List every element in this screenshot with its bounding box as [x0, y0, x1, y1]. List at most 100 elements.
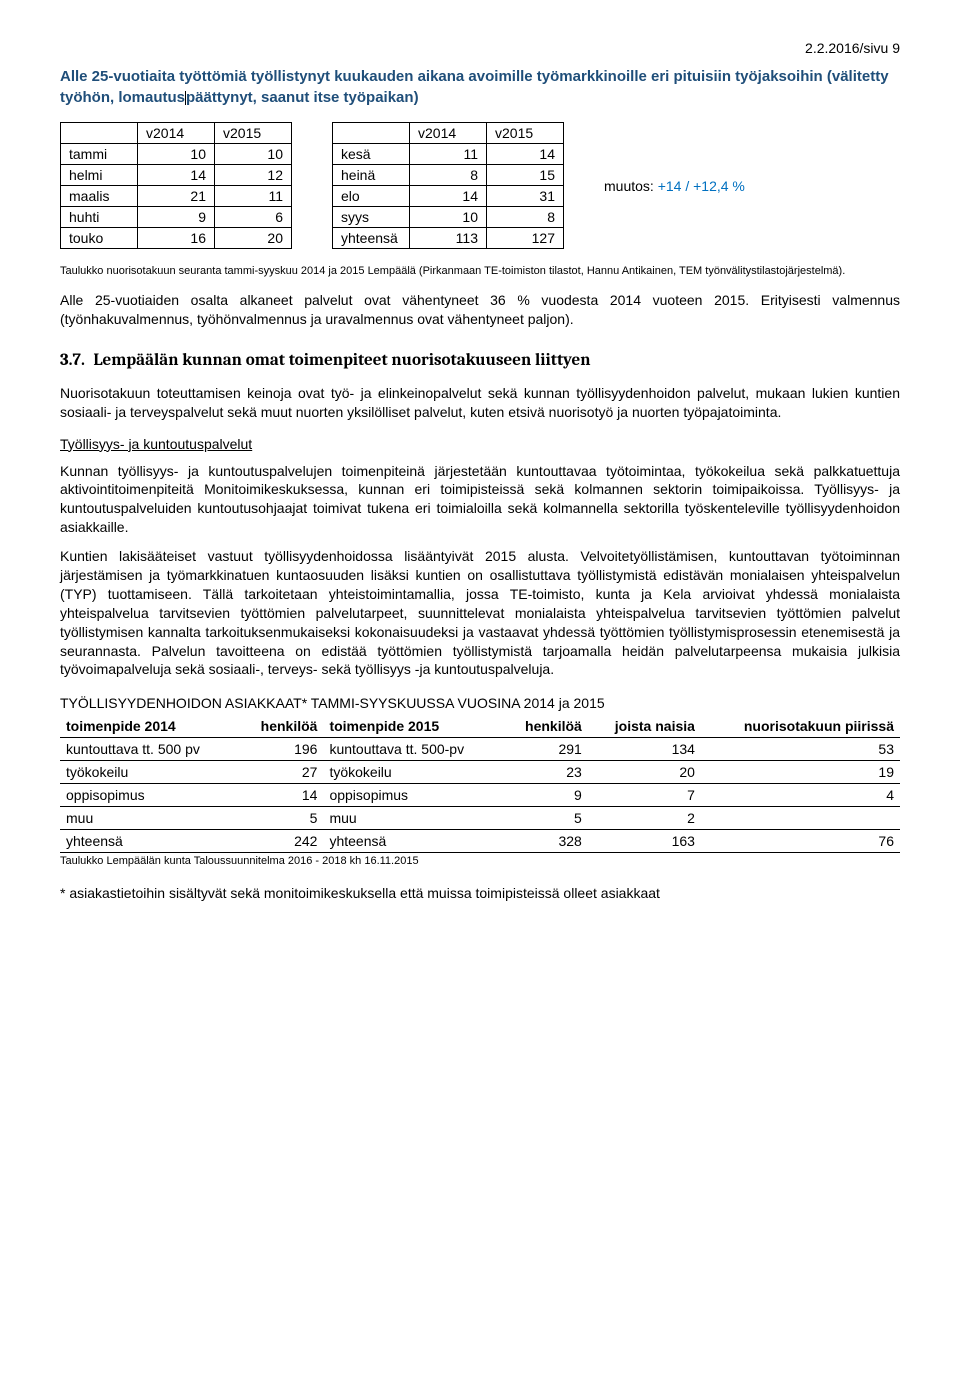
cell: 7	[588, 784, 701, 807]
cell: 113	[410, 228, 487, 249]
muutos-label: muutos:	[604, 178, 658, 194]
cell: 16	[138, 228, 215, 249]
paragraph-3: Kunnan työllisyys- ja kuntoutuspalveluje…	[60, 462, 900, 538]
cell: 14	[239, 784, 323, 807]
cell: 134	[588, 738, 701, 761]
table-row: touko1620	[61, 228, 292, 249]
cell: 14	[487, 144, 564, 165]
cell: muu	[323, 807, 503, 830]
cell: heinä	[333, 165, 410, 186]
footnote: * asiakastietoihin sisältyvät sekä monit…	[60, 885, 900, 901]
cell: 20	[215, 228, 292, 249]
th-v2015: v2015	[487, 123, 564, 144]
subheading-1: Työllisyys- ja kuntoutuspalvelut	[60, 436, 900, 452]
cell: 4	[701, 784, 900, 807]
cell: 14	[138, 165, 215, 186]
cell: 23	[503, 761, 587, 784]
table-row: yhteensä242yhteensä32816376	[60, 830, 900, 853]
table-row: kesä1114	[333, 144, 564, 165]
tables-row: v2014 v2015 tammi1010 helmi1412 maalis21…	[60, 122, 900, 249]
cell: 291	[503, 738, 587, 761]
table-left: v2014 v2015 tammi1010 helmi1412 maalis21…	[60, 122, 292, 249]
cell: syys	[333, 207, 410, 228]
paragraph-4: Kuntien lakisääteiset vastuut työllisyyd…	[60, 547, 900, 679]
cell: yhteensä	[333, 228, 410, 249]
title-part2: päättynyt, saanut itse työpaikan)	[186, 89, 419, 106]
cell: kuntouttava tt. 500-pv	[323, 738, 503, 761]
th-v2014: v2014	[410, 123, 487, 144]
th-v2015: v2015	[215, 123, 292, 144]
cell: työkokeilu	[60, 761, 239, 784]
sh-0: toimenpide 2014	[60, 715, 239, 738]
cell: 10	[138, 144, 215, 165]
cell	[701, 807, 900, 830]
section-heading: 3.7. Lempäälän kunnan omat toimenpiteet …	[60, 351, 900, 370]
table-row: elo1431	[333, 186, 564, 207]
cell: 11	[410, 144, 487, 165]
cell: 9	[503, 784, 587, 807]
cell: 31	[487, 186, 564, 207]
sh-5: nuorisotakuun piirissä	[701, 715, 900, 738]
table-header-row: v2014 v2015	[333, 123, 564, 144]
th-blank	[333, 123, 410, 144]
cell: oppisopimus	[60, 784, 239, 807]
table-row: oppisopimus14oppisopimus974	[60, 784, 900, 807]
cell: 12	[215, 165, 292, 186]
table-row: maalis2111	[61, 186, 292, 207]
table-row: työkokeilu27työkokeilu232019	[60, 761, 900, 784]
cell: 5	[503, 807, 587, 830]
cell: yhteensä	[323, 830, 503, 853]
cell: 242	[239, 830, 323, 853]
cell: kuntouttava tt. 500 pv	[60, 738, 239, 761]
table-row: muu5muu52	[60, 807, 900, 830]
cell: yhteensä	[60, 830, 239, 853]
sh-1: henkilöä	[239, 715, 323, 738]
cell: 9	[138, 207, 215, 228]
sh-4: joista naisia	[588, 715, 701, 738]
table-header-row: v2014 v2015	[61, 123, 292, 144]
table-row: helmi1412	[61, 165, 292, 186]
summary-title: TYÖLLISYYDENHOIDON ASIAKKAAT* TAMMI-SYYS…	[60, 695, 900, 711]
table-row: huhti96	[61, 207, 292, 228]
cell: 20	[588, 761, 701, 784]
table-row: syys108	[333, 207, 564, 228]
cell: oppisopimus	[323, 784, 503, 807]
cell: helmi	[61, 165, 138, 186]
cell: elo	[333, 186, 410, 207]
th-blank	[61, 123, 138, 144]
th-v2014: v2014	[138, 123, 215, 144]
cell: 5	[239, 807, 323, 830]
cell: 27	[239, 761, 323, 784]
table-caption-1: Taulukko nuorisotakuun seuranta tammi-sy…	[60, 265, 900, 277]
chart-title: Alle 25-vuotiaita työttömiä työllistynyt…	[60, 66, 900, 108]
cell: työkokeilu	[323, 761, 503, 784]
cell: 76	[701, 830, 900, 853]
table-row: heinä815	[333, 165, 564, 186]
table-right: v2014 v2015 kesä1114 heinä815 elo1431 sy…	[332, 122, 564, 249]
cell: 19	[701, 761, 900, 784]
cell: 15	[487, 165, 564, 186]
cell: 11	[215, 186, 292, 207]
paragraph-1: Alle 25-vuotiaiden osalta alkaneet palve…	[60, 291, 900, 329]
table-row: yhteensä113127	[333, 228, 564, 249]
summary-table: toimenpide 2014 henkilöä toimenpide 2015…	[60, 715, 900, 853]
cell: touko	[61, 228, 138, 249]
cell: maalis	[61, 186, 138, 207]
summary-header-row: toimenpide 2014 henkilöä toimenpide 2015…	[60, 715, 900, 738]
table-row: kuntouttava tt. 500 pv196kuntouttava tt.…	[60, 738, 900, 761]
page-number: 2.2.2016/sivu 9	[60, 40, 900, 56]
cell: 196	[239, 738, 323, 761]
cell: 328	[503, 830, 587, 853]
cell: muu	[60, 807, 239, 830]
cell: 21	[138, 186, 215, 207]
sh-3: henkilöä	[503, 715, 587, 738]
cell: huhti	[61, 207, 138, 228]
cell: 53	[701, 738, 900, 761]
cell: tammi	[61, 144, 138, 165]
cell: 127	[487, 228, 564, 249]
cell: 8	[487, 207, 564, 228]
cell: 10	[410, 207, 487, 228]
change-label: muutos: +14 / +12,4 %	[604, 178, 745, 194]
cell: 6	[215, 207, 292, 228]
cell: 8	[410, 165, 487, 186]
